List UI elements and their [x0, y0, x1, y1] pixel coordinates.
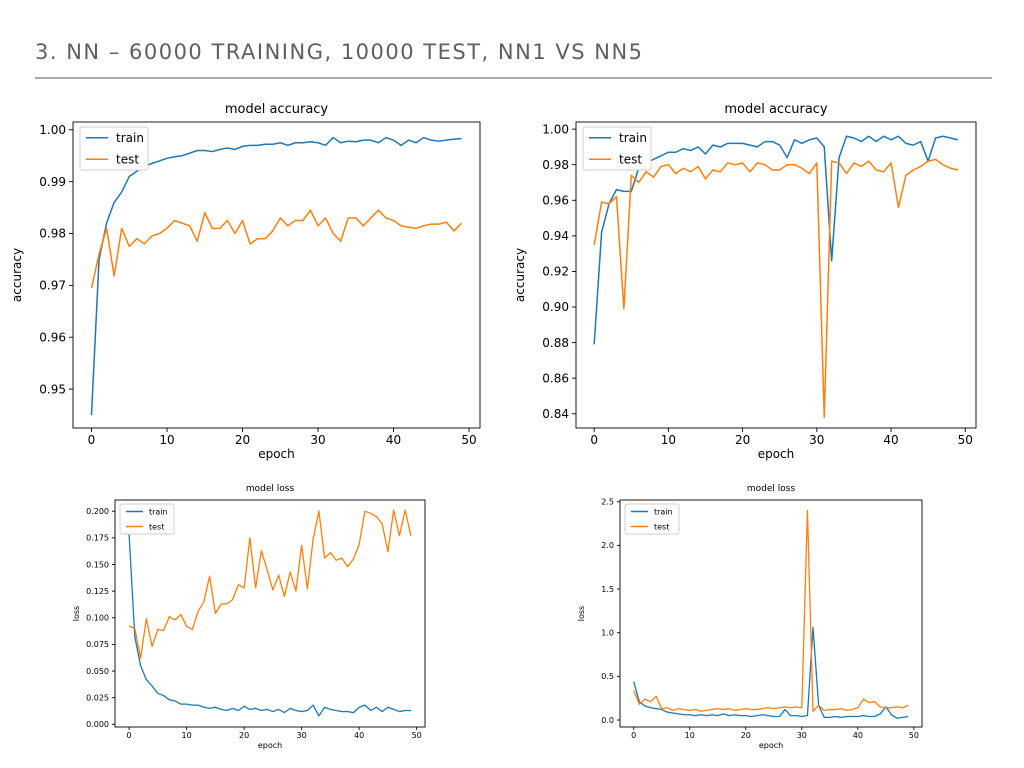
title-divider [35, 77, 992, 79]
nn1-accuracy-y-tick-label: 0.96 [39, 330, 66, 344]
nn5-loss-test-line [633, 509, 909, 712]
nn1-accuracy-plot-frame [72, 121, 481, 429]
nn1-accuracy-y-axis-label: accuracy [10, 248, 24, 302]
nn1-accuracy-legend-test-label: test [116, 152, 139, 166]
nn5-accuracy-chart: model accuracy 0 10 20 30 40 50 0.84 0.86 0.88 0.9… [513, 102, 977, 461]
nn1-loss-plot-frame [114, 499, 426, 728]
nn5-loss-legend: train test [624, 503, 680, 535]
nn1-accuracy-x-axis-label: epoch [258, 447, 295, 461]
nn5-accuracy-x-tick-label: 0 [590, 433, 598, 447]
nn5-loss-title: model loss [747, 484, 796, 494]
nn1-accuracy-test-line [90, 209, 463, 289]
nn1-accuracy-legend: train test [79, 126, 149, 171]
nn1-loss-y-tick-label: 0.125 [86, 587, 109, 596]
nn1-loss-y-axis-label: loss [72, 606, 81, 621]
nn5-accuracy-legend-test-label: test [619, 152, 642, 166]
nn5-accuracy-y-tick-label: 0.84 [542, 407, 569, 421]
nn1-accuracy-x-tick-label: 40 [386, 433, 401, 447]
nn1-accuracy-legend-train-label: train [116, 131, 144, 145]
slide-title: 3. NN – 60000 TRAINING, 10000 TEST, NN1 … [35, 40, 644, 64]
nn5-loss-x-tick-label: 0 [631, 731, 636, 740]
nn5-loss-y-axis-label: loss [577, 606, 586, 621]
nn1-loss-y-tick-label: 0.025 [86, 693, 109, 702]
nn5-accuracy-legend-train-label: train [619, 131, 647, 145]
nn5-loss-y-tick-label: 2.0 [601, 541, 614, 550]
nn1-loss-legend: train test [119, 503, 175, 535]
nn1-accuracy-y-tick-label: 1.00 [39, 123, 66, 137]
nn1-accuracy-y-tick-label: 0.98 [39, 227, 66, 241]
nn5-accuracy-y-tick-label: 0.96 [542, 193, 569, 207]
nn1-loss-legend-train-label: train [149, 507, 168, 516]
nn1-loss-x-tick-label: 0 [127, 731, 132, 740]
nn5-loss-chart: model loss 0 10 20 30 40 50 0.0 0.5 1.0 1.5 2.0 2.5 e… [577, 484, 923, 750]
nn5-loss-plot-frame [619, 499, 923, 728]
nn5-accuracy-y-tick-label: 0.92 [542, 265, 569, 279]
nn1-loss-y-tick-label: 0.050 [86, 667, 109, 676]
nn1-loss-test-line [128, 509, 412, 659]
nn1-loss-y-tick-label: 0.150 [86, 560, 109, 569]
nn5-accuracy-x-tick-label: 30 [809, 433, 824, 447]
nn5-loss-y-tick-label: 0.0 [601, 716, 614, 725]
nn1-loss-legend-test-label: test [149, 522, 164, 531]
nn1-accuracy-x-tick-label: 0 [88, 433, 96, 447]
nn5-accuracy-plot-frame [575, 121, 977, 429]
nn1-loss-x-tick-label: 50 [412, 731, 422, 740]
nn5-loss-x-axis-label: epoch [759, 741, 783, 750]
nn5-accuracy-title: model accuracy [724, 102, 828, 117]
nn1-loss-x-tick-label: 20 [239, 731, 249, 740]
nn1-accuracy-x-tick-label: 30 [310, 433, 325, 447]
nn1-loss-x-axis-label: epoch [258, 741, 282, 750]
nn1-accuracy-x-tick-label: 50 [461, 433, 476, 447]
nn5-loss-y-tick-label: 1.5 [601, 585, 614, 594]
nn1-loss-x-tick-label: 10 [182, 731, 192, 740]
nn1-loss-x-tick-label: 30 [297, 731, 307, 740]
nn1-loss-y-tick-label: 0.075 [86, 640, 109, 649]
nn5-loss-x-tick-label: 40 [853, 731, 863, 740]
nn1-loss-y-tick-label: 0.100 [86, 614, 109, 623]
nn5-loss-x-tick-label: 50 [909, 731, 919, 740]
nn1-loss-title: model loss [246, 484, 295, 494]
nn1-accuracy-y-tick-label: 0.97 [39, 279, 66, 293]
nn1-accuracy-train-line [90, 136, 462, 416]
nn5-accuracy-legend: train test [582, 126, 652, 171]
nn5-accuracy-x-tick-label: 40 [883, 433, 898, 447]
nn5-accuracy-y-axis-label: accuracy [513, 248, 527, 302]
nn5-accuracy-x-axis-label: epoch [758, 447, 795, 461]
nn1-accuracy-y-tick-label: 0.99 [39, 175, 66, 189]
nn5-accuracy-x-tick-label: 50 [958, 433, 973, 447]
nn1-loss-y-tick-label: 0.175 [86, 534, 109, 543]
nn1-accuracy-y-tick-label: 0.95 [39, 382, 66, 396]
nn1-accuracy-chart: model accuracy 0 10 20 30 40 50 0.95 0.96 0.97 0.9… [10, 102, 481, 461]
nn5-accuracy-x-tick-label: 10 [661, 433, 676, 447]
nn5-loss-x-tick-label: 20 [741, 731, 751, 740]
nn5-loss-x-tick-label: 10 [685, 731, 695, 740]
nn5-loss-train-line [633, 626, 909, 719]
nn5-accuracy-y-tick-label: 0.94 [542, 229, 569, 243]
nn5-loss-legend-test-label: test [654, 522, 669, 531]
nn5-accuracy-test-line [593, 158, 958, 419]
nn5-accuracy-y-tick-label: 1.00 [542, 122, 569, 136]
nn5-loss-y-tick-label: 2.5 [601, 498, 614, 507]
nn5-accuracy-y-tick-label: 0.98 [542, 158, 569, 172]
nn5-loss-legend-train-label: train [654, 507, 673, 516]
nn5-accuracy-x-tick-label: 20 [735, 433, 750, 447]
nn1-loss-y-tick-label: 0.000 [86, 720, 109, 729]
nn5-accuracy-train-line [593, 135, 958, 345]
nn5-accuracy-y-tick-label: 0.86 [542, 371, 569, 385]
nn5-loss-y-tick-label: 1.0 [601, 629, 614, 638]
nn1-loss-x-tick-label: 40 [354, 731, 364, 740]
nn5-loss-y-tick-label: 0.5 [601, 672, 614, 681]
nn5-accuracy-y-tick-label: 0.88 [542, 336, 569, 350]
nn1-accuracy-x-tick-label: 20 [235, 433, 250, 447]
nn1-loss-chart: model loss 0 10 20 30 40 50 0.000 0.025 0.050 0.07… [72, 484, 426, 750]
nn1-loss-y-tick-label: 0.200 [86, 507, 109, 516]
nn5-accuracy-y-tick-label: 0.90 [542, 300, 569, 314]
nn5-loss-x-tick-label: 30 [797, 731, 807, 740]
nn1-loss-train-line [128, 534, 411, 717]
nn1-accuracy-title: model accuracy [225, 102, 329, 117]
nn1-accuracy-x-tick-label: 10 [159, 433, 174, 447]
